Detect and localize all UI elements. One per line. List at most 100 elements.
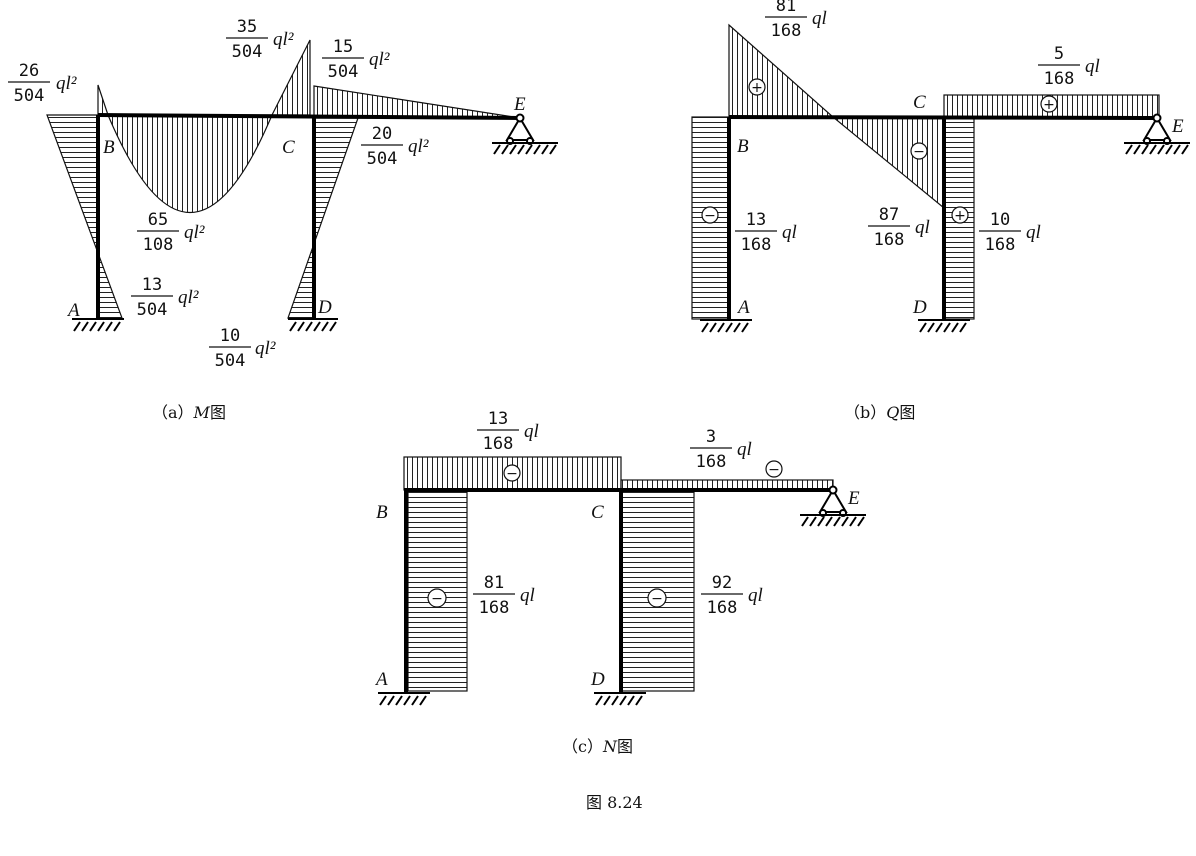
svg-text:ql: ql [812,8,827,29]
point-label-e: E [1171,116,1184,137]
fixed-support-d [594,692,646,706]
svg-text:504: 504 [14,86,45,106]
value-label: 13 504 ql² [131,275,199,320]
svg-text:168: 168 [771,21,802,41]
svg-text:−: − [651,591,663,607]
axial-force-diagram: − − − − A B C D E 13 168 ql 3 168 [374,409,866,756]
svg-text:13: 13 [142,275,162,295]
sign-marker: + [951,206,969,224]
svg-text:5: 5 [1054,44,1064,64]
svg-text:+: + [1043,97,1055,113]
svg-text:168: 168 [696,452,727,472]
caption-c: （c）N图 [562,737,633,756]
svg-text:168: 168 [741,235,772,255]
svg-text:504: 504 [328,62,359,82]
svg-text:15: 15 [333,37,353,57]
moment-diagram: A B C D E 26 504 ql² 35 504 ql² 15 504 q… [8,17,558,422]
m-diagram-column-cd [287,117,359,319]
frame-members [96,113,521,318]
svg-text:504: 504 [232,42,263,62]
value-label: 10 168 ql [979,210,1041,255]
svg-text:13: 13 [488,409,508,429]
sign-marker: + [748,78,766,96]
svg-text:+: + [751,80,763,96]
svg-text:ql: ql [524,421,539,442]
fixed-support-a [72,318,124,332]
svg-text:168: 168 [874,230,905,250]
point-label-d: D [317,297,332,318]
svg-text:26: 26 [19,61,39,81]
frame-members [404,488,833,692]
point-label-d: D [912,297,927,318]
svg-text:ql²: ql² [369,49,390,70]
q-diagram-beam-bc-negative [831,116,945,210]
svg-text:ql²: ql² [255,338,276,359]
svg-text:ql: ql [737,439,752,460]
caption-a: （a）M图 [152,403,226,422]
value-label: 65 108 ql² [137,210,205,255]
svg-text:−: − [913,144,925,160]
point-label-a: A [66,300,80,321]
shear-diagram: + + − − + A B C D E 81 168 ql [691,0,1190,422]
point-label-c: C [282,137,295,158]
pin-support-e [1124,113,1190,155]
svg-text:168: 168 [985,235,1016,255]
value-label: 20 504 ql² [361,124,429,169]
point-label-b: B [103,137,115,158]
value-label: 81 168 ql [765,0,827,41]
point-label-e: E [847,488,860,509]
svg-text:ql: ql [915,217,930,238]
caption-b: （b）Q图 [844,403,915,422]
value-label: 35 504 ql² [226,17,294,62]
value-label: 15 504 ql² [322,37,390,82]
svg-text:20: 20 [372,124,392,144]
value-label: 5 168 ql [1038,44,1100,89]
svg-text:504: 504 [367,149,398,169]
fixed-support-a [378,692,430,706]
svg-text:−: − [768,462,780,478]
point-label-d: D [590,669,605,690]
pin-support-e [800,485,866,527]
value-label: 13 168 ql [735,210,797,255]
svg-text:168: 168 [479,598,510,618]
value-label: 92 168 ql [701,573,763,618]
svg-text:+: + [954,208,966,224]
sign-marker: + [1040,95,1058,113]
svg-text:81: 81 [776,0,796,16]
m-diagram-beam-bc [97,39,311,213]
value-label: 81 168 ql [473,573,535,618]
sign-marker: − [910,142,928,160]
svg-text:ql²: ql² [56,73,77,94]
svg-text:87: 87 [879,205,899,225]
svg-text:3: 3 [706,427,716,447]
svg-text:ql: ql [782,222,797,243]
point-label-a: A [736,297,750,318]
svg-text:−: − [431,591,443,607]
svg-text:92: 92 [712,573,732,593]
svg-text:ql²: ql² [408,136,429,157]
svg-text:−: − [704,208,716,224]
point-label-e: E [513,94,526,115]
svg-text:168: 168 [1044,69,1075,89]
svg-text:13: 13 [746,210,766,230]
value-label: 26 504 ql² [8,61,77,106]
svg-text:10: 10 [990,210,1010,230]
sign-marker: − [765,460,783,478]
svg-text:504: 504 [215,351,246,371]
svg-text:ql: ql [748,585,763,606]
svg-text:35: 35 [237,17,257,37]
svg-text:ql: ql [1085,56,1100,77]
svg-text:81: 81 [484,573,504,593]
svg-text:504: 504 [137,300,168,320]
svg-text:ql²: ql² [273,29,294,50]
svg-text:ql: ql [1026,222,1041,243]
svg-text:ql: ql [520,585,535,606]
svg-text:65: 65 [148,210,168,230]
sign-marker: − [503,464,521,482]
value-label: 3 168 ql [690,427,752,472]
frame-members [727,115,1158,319]
svg-text:ql²: ql² [184,222,205,243]
point-label-a: A [374,669,388,690]
fixed-support-d [288,318,338,332]
